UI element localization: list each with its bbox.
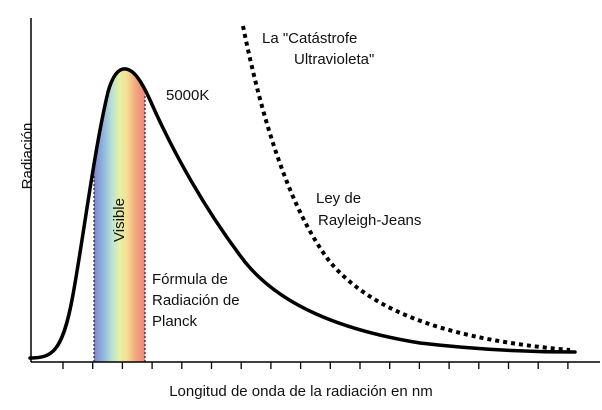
rayleigh-jeans-label-line2: Rayleigh-Jeans <box>318 212 422 229</box>
catastrophe-label-line1: La "Catástrofe <box>262 30 358 47</box>
x-axis-ticks <box>62 362 569 369</box>
planck-curve <box>28 67 577 360</box>
x-axis-label: Longitud de onda de la radiación en nm <box>169 383 433 400</box>
planck-label-line1: Fórmula de <box>152 271 228 288</box>
y-axis-label: Radiación <box>19 122 36 190</box>
planck-label-line3: Planck <box>152 313 198 330</box>
catastrophe-label-line2: Ultravioleta" <box>294 51 375 68</box>
temperature-label: 5000K <box>166 87 210 104</box>
planck-label-line2: Radiación de <box>152 292 240 309</box>
rayleigh-jeans-label-line1: Ley de <box>316 190 362 207</box>
rayleigh-jeans-curve <box>241 25 571 352</box>
visible-label: Visible <box>111 198 128 242</box>
